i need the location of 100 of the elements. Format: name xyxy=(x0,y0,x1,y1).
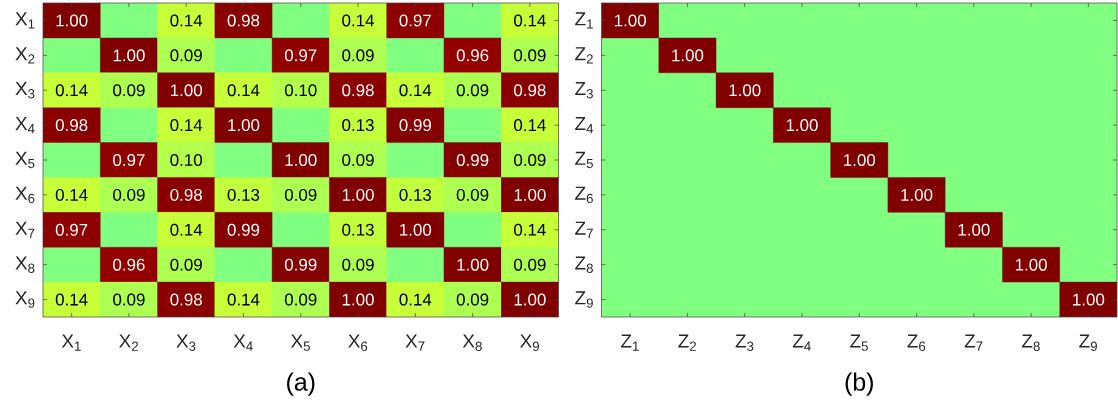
x-tick-label: Z$_{8}$ xyxy=(1021,334,1040,351)
y-tick-label: X$_{4}$ xyxy=(15,117,35,134)
x-tick-label: X$_{5}$ xyxy=(290,334,310,351)
data-label: 0.09 xyxy=(514,154,546,167)
y-tick-label: Z$_{8}$ xyxy=(575,256,593,273)
x-tick-label: Z$_{2}$ xyxy=(678,334,696,351)
y-tick-label: X$_{1}$ xyxy=(15,12,35,29)
x-axis-title: (a) xyxy=(287,372,315,396)
data-label: 0.09 xyxy=(456,188,489,201)
data-label: 1.00 xyxy=(285,154,317,167)
data-label: 0.98 xyxy=(170,188,202,201)
y-tick-label: Z$_{4}$ xyxy=(575,117,594,134)
x-tick-label: X$_{8}$ xyxy=(462,334,482,351)
data-label: 0.14 xyxy=(342,14,375,27)
data-label: 1.00 xyxy=(614,14,646,27)
data-label: 0.13 xyxy=(342,119,374,132)
x-tick-label: Z$_{9}$ xyxy=(1079,334,1097,351)
data-label: 1.00 xyxy=(457,258,489,271)
y-tick-label: Z$_{1}$ xyxy=(575,12,593,29)
y-tick-label: X$_{5}$ xyxy=(15,151,35,169)
y-tick-label: X$_{2}$ xyxy=(15,47,35,64)
x-tick-label: Z$_{3}$ xyxy=(735,334,754,351)
x-axis-title: (b) xyxy=(845,372,873,396)
data-label: 0.09 xyxy=(342,258,374,271)
data-label: 0.09 xyxy=(342,154,374,167)
data-label: 0.14 xyxy=(399,293,432,306)
data-label: 0.14 xyxy=(170,119,203,132)
data-label: 0.14 xyxy=(227,84,260,97)
data-label: 0.09 xyxy=(342,49,374,62)
x-tick-label: Z$_{6}$ xyxy=(907,334,926,351)
data-label: 0.09 xyxy=(284,293,317,306)
data-label: 0.14 xyxy=(55,84,88,97)
x-tick-label: X$_{4}$ xyxy=(233,334,253,351)
y-tick-label: Z$_{3}$ xyxy=(575,82,593,99)
data-label: 1.00 xyxy=(342,188,374,201)
data-label: 0.10 xyxy=(284,84,317,97)
data-label: 1.00 xyxy=(729,84,761,97)
y-tick-label: Z$_{6}$ xyxy=(575,186,593,204)
x-tick-label: Z$_{4}$ xyxy=(792,334,811,351)
y-tick-label: X$_{7}$ xyxy=(15,221,35,238)
data-label: 1.00 xyxy=(400,223,432,236)
data-label: 0.99 xyxy=(399,119,431,132)
y-tick-label: Z$_{9}$ xyxy=(575,291,593,308)
data-label: 0.99 xyxy=(227,223,260,236)
data-label: 0.14 xyxy=(227,293,260,306)
x-tick-label: X$_{6}$ xyxy=(348,334,368,351)
data-label: 0.14 xyxy=(514,119,546,132)
data-label: 0.98 xyxy=(170,293,202,306)
data-label: 1.00 xyxy=(228,119,260,132)
data-label: 0.98 xyxy=(227,14,260,27)
data-label: 1.00 xyxy=(672,49,704,62)
data-label: 1.00 xyxy=(958,223,990,236)
data-label: 0.96 xyxy=(113,258,145,271)
data-label: 0.09 xyxy=(113,84,145,97)
y-tick-label: X$_{3}$ xyxy=(15,82,35,99)
data-label: 0.13 xyxy=(342,223,374,236)
data-label: 0.10 xyxy=(170,154,203,167)
data-label: 1.00 xyxy=(844,154,876,167)
y-tick-label: Z$_{7}$ xyxy=(575,221,593,238)
y-tick-label: X$_{8}$ xyxy=(15,256,35,273)
data-label: 0.09 xyxy=(456,84,489,97)
data-label: 1.00 xyxy=(901,188,933,201)
data-label: 1.00 xyxy=(342,293,374,306)
data-label: 0.98 xyxy=(342,84,374,97)
data-label: 0.14 xyxy=(55,188,88,201)
data-label: 0.09 xyxy=(456,293,489,306)
data-label: 0.09 xyxy=(113,188,145,201)
x-tick-label: X$_{1}$ xyxy=(61,334,81,351)
y-tick-label: Z$_{2}$ xyxy=(575,47,593,64)
data-label: 1.00 xyxy=(56,14,88,27)
x-tick-label: Z$_{1}$ xyxy=(621,334,639,351)
data-label: 0.09 xyxy=(284,188,317,201)
data-label: 0.97 xyxy=(113,154,145,167)
data-label: 1.00 xyxy=(514,293,546,306)
data-label: 0.09 xyxy=(170,258,202,271)
x-tick-label: X$_{3}$ xyxy=(176,334,196,351)
x-tick-label: X$_{9}$ xyxy=(520,334,539,351)
data-label: 0.98 xyxy=(55,119,88,132)
data-label: 0.13 xyxy=(399,188,432,201)
data-label: 1.00 xyxy=(113,49,145,62)
data-label: 0.99 xyxy=(456,154,489,167)
x-tick-label: X$_{7}$ xyxy=(405,334,425,351)
x-tick-label: Z$_{7}$ xyxy=(964,334,983,351)
data-label: 1.00 xyxy=(171,84,203,97)
data-label: 0.99 xyxy=(284,258,317,271)
data-label: 0.14 xyxy=(170,14,203,27)
data-label: 0.14 xyxy=(399,84,432,97)
data-label: 0.09 xyxy=(170,49,202,62)
x-tick-label: Z$_{5}$ xyxy=(850,334,868,351)
data-label: 1.00 xyxy=(1015,258,1047,271)
data-label: 0.14 xyxy=(514,223,546,236)
data-label: 0.14 xyxy=(514,14,546,27)
data-label: 0.97 xyxy=(399,14,431,27)
data-label: 0.97 xyxy=(284,49,317,62)
data-label: 0.09 xyxy=(113,293,145,306)
y-tick-label: X$_{9}$ xyxy=(15,291,35,308)
data-label: 0.13 xyxy=(227,188,260,201)
data-label: 0.09 xyxy=(514,258,546,271)
data-label: 1.00 xyxy=(786,119,818,132)
data-label: 1.00 xyxy=(514,188,546,201)
